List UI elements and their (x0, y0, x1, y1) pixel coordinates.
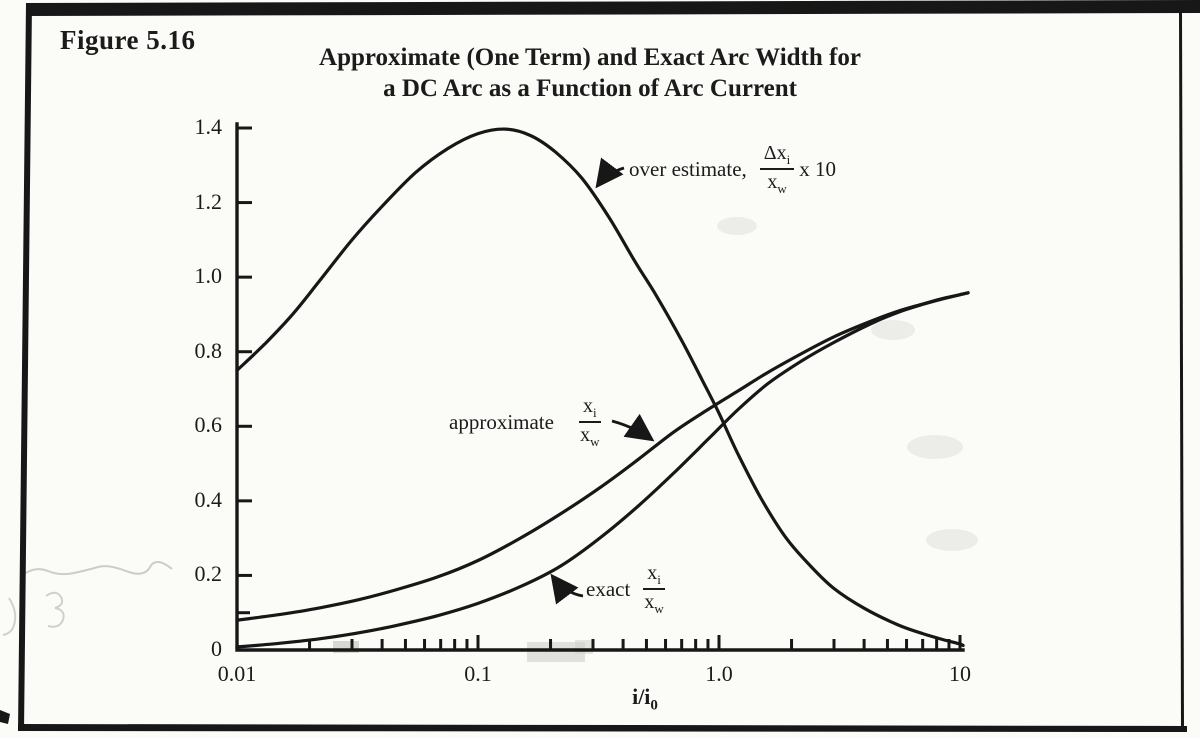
frame-top (26, 0, 1200, 16)
x-tick-label: 0.01 (217, 661, 257, 686)
y-tick-label: 0.4 (194, 486, 223, 512)
ink-bleed-ghost (907, 435, 963, 459)
y-tick-label: 0.2 (194, 561, 223, 587)
x-tick-label: 10 (949, 661, 971, 686)
arrow-approximate (611, 413, 655, 442)
annotation-exact: exact xi xw (586, 563, 665, 615)
figure-title-line1: Approximate (One Term) and Exact Arc Wid… (319, 44, 861, 71)
ink-bleed-ghost (871, 320, 915, 340)
pencil-scribble (2, 597, 17, 636)
annotation-over-estimate: over estimate, Δxi xw x 10 (629, 143, 837, 196)
y-tick-label: 1.4 (194, 114, 223, 139)
scan-smudge (575, 640, 593, 654)
annotation-over-estimate-label: over estimate, (629, 156, 747, 181)
scan-edge-blot (0, 710, 10, 724)
y-tick-label: 1.2 (194, 188, 223, 214)
annotation-approximate: approximate xi xw (449, 396, 601, 448)
axes-lines (235, 122, 965, 652)
pencil-scribble (45, 591, 65, 628)
curve-exact (235, 291, 970, 649)
x-axis-title-subscript: 0 (650, 697, 658, 714)
ink-bleed-ghost (926, 529, 978, 551)
frame-bottom (18, 724, 1187, 732)
figure-label: Figure 5.16 (60, 25, 196, 55)
x-axis-title: i/i0 (610, 684, 680, 714)
exact-fraction: xi xw (643, 562, 665, 616)
frame-left (18, 3, 32, 731)
annotation-approximate-label: approximate (449, 409, 554, 434)
over-estimate-multiplier: x 10 (799, 156, 837, 181)
y-tick-label: 0.8 (194, 337, 223, 363)
approximate-fraction: xi xw (578, 395, 601, 449)
ink-bleed-ghost (717, 217, 757, 235)
y-tick-label: 1.0 (194, 263, 223, 289)
scan-smudge (527, 642, 585, 662)
pencil-scribble (23, 561, 173, 576)
figure-title-line2: a DC Arc as a Function of Arc Current (383, 75, 797, 102)
x-axis-title-text: i/i (632, 684, 651, 709)
curve-over_estimate (235, 127, 965, 648)
x-tick-label: 1.0 (705, 661, 733, 686)
x-tick-label: 0.1 (464, 661, 492, 686)
arrow-over-estimate (595, 157, 625, 189)
frame-right (1179, 10, 1184, 731)
arrow-exact (550, 573, 584, 605)
y-tick-label: 0 (211, 636, 222, 661)
annotation-exact-label: exact (586, 576, 631, 601)
over-estimate-fraction: Δxi xw (759, 143, 795, 195)
y-tick-label: 0.6 (194, 412, 223, 438)
figure-title: Approximate (One Term) and Exact Arc Wid… (230, 42, 950, 104)
